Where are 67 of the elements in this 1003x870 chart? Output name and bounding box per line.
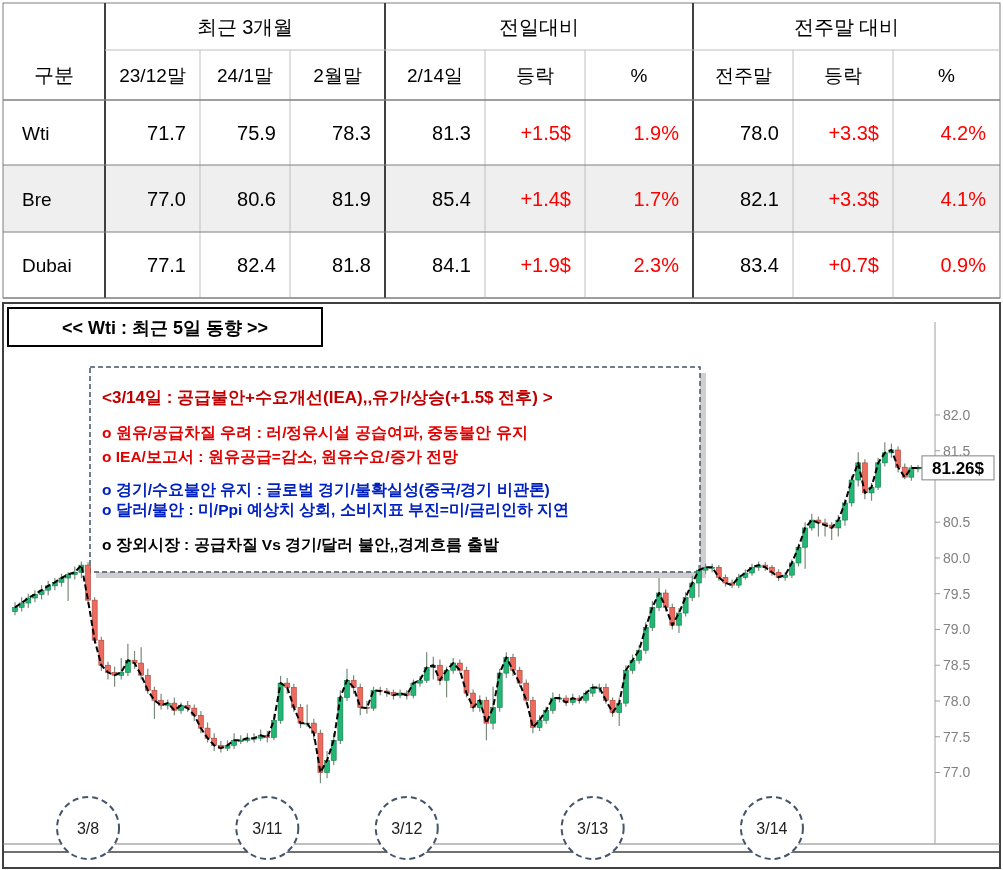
annotation: o 장외시장 : 공급차질 Vs 경기/달러 불안,,경계흐름 출발 bbox=[102, 536, 499, 553]
chart-title: << Wti : 최근 5일 동향 >> bbox=[61, 318, 269, 338]
text: +0.7$ bbox=[828, 254, 879, 276]
text: 78.0 bbox=[740, 121, 779, 144]
text: 2.3% bbox=[633, 254, 679, 276]
y-tick-label: 81.5 bbox=[943, 442, 971, 459]
category-label: 2월말 bbox=[313, 65, 362, 86]
text: 77.0 bbox=[147, 187, 186, 210]
text: +1.5$ bbox=[520, 121, 571, 144]
text: 4.1% bbox=[940, 187, 986, 210]
text: +3.3$ bbox=[828, 187, 879, 210]
annotation: o IEA/보고서 : 원유공급=감소, 원유수요/증가 전망 bbox=[102, 448, 458, 465]
category-label: Bre bbox=[22, 188, 52, 210]
text: 1.7% bbox=[633, 187, 679, 210]
y-tick-label: 80.5 bbox=[943, 514, 971, 531]
text: +1.9$ bbox=[520, 254, 571, 276]
annotation: o 달러/불안 : 미/Ppi 예상치 상회, 소비지표 부진=미/금리인하 지연 bbox=[102, 501, 570, 518]
text: 83.4 bbox=[740, 254, 779, 276]
x-tick-label: 3/13 bbox=[577, 820, 609, 837]
text: 71.7 bbox=[147, 121, 186, 144]
text: 구분 bbox=[34, 64, 74, 86]
text: 80.6 bbox=[237, 187, 276, 210]
text: 75.9 bbox=[237, 121, 276, 144]
category-label: 전주말 bbox=[714, 65, 772, 86]
y-tick-label: 79.5 bbox=[943, 585, 971, 602]
y-tick-label: 79.0 bbox=[943, 621, 971, 638]
text: 82.4 bbox=[237, 254, 276, 276]
text: 84.1 bbox=[432, 254, 471, 276]
y-tick-label: 78.5 bbox=[943, 657, 971, 674]
text: 전주말 대비 bbox=[793, 16, 900, 38]
text: 0.9% bbox=[940, 254, 986, 276]
y-tick-label: 82.0 bbox=[943, 406, 971, 423]
text: 81.3 bbox=[432, 121, 471, 144]
annotation: <3/14일 : 공급불안+수요개선(IEA),,유가/상승(+1.5$ 전후) > bbox=[102, 388, 553, 407]
text: +3.3$ bbox=[828, 121, 879, 144]
category-label: Wti bbox=[22, 122, 50, 144]
x-tick-label: 3/14 bbox=[756, 820, 788, 837]
candlestick bbox=[111, 666, 118, 688]
category-label: 등락 bbox=[516, 65, 554, 86]
text: 81.8 bbox=[332, 254, 371, 276]
y-tick-label: 78.0 bbox=[943, 692, 971, 709]
category-label: 등락 bbox=[824, 65, 862, 86]
text: 82.1 bbox=[740, 187, 779, 210]
x-tick-label: 3/8 bbox=[76, 820, 100, 837]
text: 81.26$ bbox=[932, 458, 985, 478]
text: 77.1 bbox=[147, 254, 186, 276]
text: 81.9 bbox=[332, 187, 371, 210]
text: 최근 3개월 bbox=[196, 16, 294, 38]
category-label: 2/14일 bbox=[407, 65, 463, 86]
y-tick-label: 77.0 bbox=[943, 764, 971, 781]
annotation: o 원유/공급차질 우려 : 러/정유시설 공습여파, 중동불안 유지 bbox=[102, 424, 528, 441]
text: 4.2% bbox=[940, 121, 986, 144]
category-label: % bbox=[938, 65, 956, 86]
x-tick-label: 3/11 bbox=[252, 820, 283, 837]
category-label: % bbox=[630, 65, 648, 86]
text: 1.9% bbox=[633, 121, 679, 144]
text: 85.4 bbox=[432, 187, 471, 210]
category-label: 23/12말 bbox=[119, 65, 186, 86]
text: 전일대비 bbox=[499, 16, 579, 38]
text: +1.4$ bbox=[520, 187, 571, 210]
annotation: o 경기/수요불안 유지 : 글로벌 경기/불확실성(중국/경기 비관론) bbox=[102, 481, 550, 498]
text: 78.3 bbox=[332, 121, 371, 144]
x-tick-label: 3/12 bbox=[391, 820, 423, 837]
category-label: 24/1말 bbox=[217, 65, 273, 86]
y-tick-label: 80.0 bbox=[943, 549, 971, 566]
y-tick-label: 77.5 bbox=[943, 728, 971, 745]
category-label: Dubai bbox=[22, 255, 72, 276]
